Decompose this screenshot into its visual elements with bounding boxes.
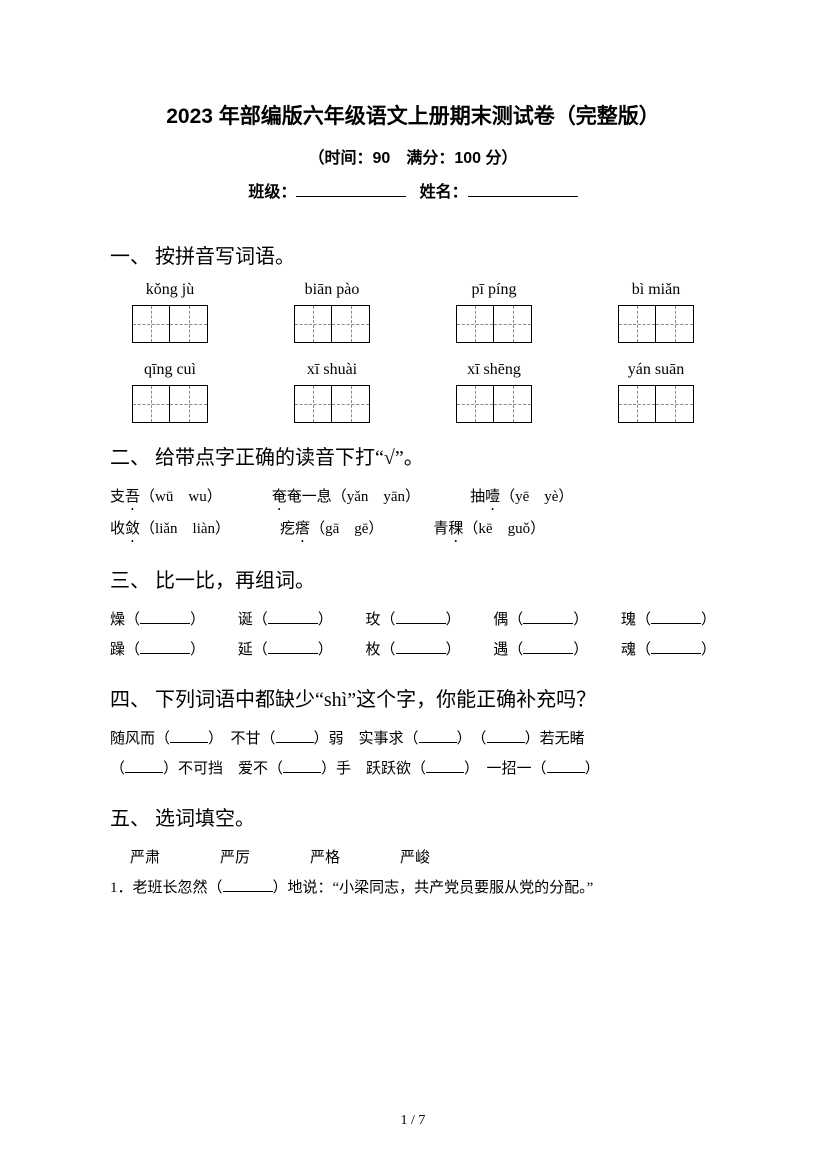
q3-item[interactable]: 魂（） <box>621 635 716 665</box>
tianzi-grid[interactable] <box>434 305 554 343</box>
q5-word: 严峻 <box>400 843 430 873</box>
exam-page: 2023 年部编版六年级语文上册期末测试卷（完整版） （时间：90 满分：100… <box>0 0 826 1169</box>
q2-item[interactable]: 奄奄一息（yǎn yān） <box>272 482 420 514</box>
q3-item[interactable]: 偶（） <box>493 605 588 635</box>
q4-heading: 四、 下列词语中都缺少“shì”这个字，你能正确补充吗？ <box>110 683 716 712</box>
class-label: 班级： <box>248 184 296 201</box>
name-label: 姓名： <box>420 184 468 201</box>
page-number: 1 / 7 <box>0 1113 826 1129</box>
q1-item: bì miǎn <box>596 281 716 343</box>
q1-heading: 一、 按拼音写词语。 <box>110 240 716 269</box>
q3-item[interactable]: 枚（） <box>365 635 460 665</box>
name-blank[interactable] <box>468 196 578 197</box>
q5-word-bank: 严肃 严厉 严格 严峻 <box>110 843 716 873</box>
q2-item[interactable]: 收敛（liǎn liàn） <box>110 514 230 546</box>
q3-item[interactable]: 瑰（） <box>621 605 716 635</box>
q3-item[interactable]: 遇（） <box>493 635 588 665</box>
q2-item[interactable]: 支吾（wū wu） <box>110 482 222 514</box>
q5-body: 严肃 严厉 严格 严峻 1．老班长忽然（）地说：“小梁同志，共产党员要服从党的分… <box>110 843 716 903</box>
tianzi-grid[interactable] <box>434 385 554 423</box>
pinyin-label: yán suān <box>596 361 716 379</box>
q1-item: xī shuài <box>272 361 392 423</box>
q3-item[interactable]: 诞（） <box>238 605 333 635</box>
q3-body: 燥（） 诞（） 玫（） 偶（） 瑰（） 躁（） 延（） 枚（） 遇（） 魂（） <box>110 605 716 665</box>
pinyin-label: kǒng jù <box>110 281 230 299</box>
pinyin-label: biān pào <box>272 281 392 299</box>
pinyin-label: bì miǎn <box>596 281 716 299</box>
q3-item[interactable]: 燥（） <box>110 605 205 635</box>
q4-line-2[interactable]: （）不可挡 爱不（）手 跃跃欲（） 一招一（） <box>110 754 716 784</box>
pinyin-label: qīng cuì <box>110 361 230 379</box>
q5-word: 严肃 <box>130 843 160 873</box>
q1-row-2: qīng cuì xī shuài xī shēng yán suān <box>110 361 716 423</box>
tianzi-grid[interactable] <box>596 385 716 423</box>
pinyin-label: xī shēng <box>434 361 554 379</box>
q3-item[interactable]: 躁（） <box>110 635 205 665</box>
q3-item[interactable]: 玫（） <box>365 605 460 635</box>
pinyin-label: xī shuài <box>272 361 392 379</box>
class-blank[interactable] <box>296 196 406 197</box>
q5-word: 严厉 <box>220 843 250 873</box>
student-info-line: 班级： 姓名： <box>110 178 716 202</box>
q1-item: kǒng jù <box>110 281 230 343</box>
tianzi-grid[interactable] <box>272 385 392 423</box>
tianzi-grid[interactable] <box>110 305 230 343</box>
page-title: 2023 年部编版六年级语文上册期末测试卷（完整版） <box>110 100 716 130</box>
q1-item: qīng cuì <box>110 361 230 423</box>
q2-item[interactable]: 青稞（kē guǒ） <box>433 514 545 546</box>
page-subtitle: （时间：90 满分：100 分） <box>110 144 716 168</box>
pinyin-label: pī píng <box>434 281 554 299</box>
q5-word: 严格 <box>310 843 340 873</box>
q2-body: 支吾（wū wu） 奄奄一息（yǎn yān） 抽噎（yē yè） 收敛（liǎ… <box>110 482 716 546</box>
q1-item: xī shēng <box>434 361 554 423</box>
q1-row-1: kǒng jù biān pào pī píng bì miǎn <box>110 281 716 343</box>
tianzi-grid[interactable] <box>272 305 392 343</box>
q5-heading: 五、 选词填空。 <box>110 802 716 831</box>
q1-item: pī píng <box>434 281 554 343</box>
q4-line-1[interactable]: 随风而（） 不甘（）弱 实事求（） （）若无睹 <box>110 724 716 754</box>
q3-item[interactable]: 延（） <box>238 635 333 665</box>
tianzi-grid[interactable] <box>110 385 230 423</box>
q2-item[interactable]: 抽噎（yē yè） <box>470 482 573 514</box>
q5-sentence-1[interactable]: 1．老班长忽然（）地说：“小梁同志，共产党员要服从党的分配。” <box>110 873 716 903</box>
q1-item: biān pào <box>272 281 392 343</box>
q1-item: yán suān <box>596 361 716 423</box>
q2-item[interactable]: 疙瘩（gā gē） <box>280 514 383 546</box>
q4-body: 随风而（） 不甘（）弱 实事求（） （）若无睹 （）不可挡 爱不（）手 跃跃欲（… <box>110 724 716 784</box>
q2-heading: 二、 给带点字正确的读音下打“√”。 <box>110 441 716 470</box>
q3-heading: 三、 比一比，再组词。 <box>110 564 716 593</box>
tianzi-grid[interactable] <box>596 305 716 343</box>
